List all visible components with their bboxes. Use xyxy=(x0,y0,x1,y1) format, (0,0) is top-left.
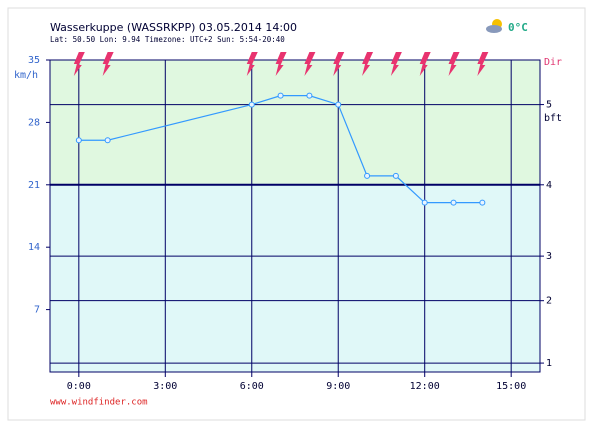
y-tick-label: 7 xyxy=(34,305,40,316)
x-tick-label: 0:00 xyxy=(67,381,91,392)
direction-label: Dir xyxy=(544,57,562,68)
direction-arrow xyxy=(275,52,287,76)
wind-point xyxy=(306,92,313,99)
y2-axis-label: bft xyxy=(544,113,562,124)
direction-arrow xyxy=(246,52,258,76)
y2-tick-label: 5 xyxy=(546,100,552,111)
y-axis-label: km/h xyxy=(14,70,38,81)
wind-point xyxy=(277,92,284,99)
footer: www.windfinder.com xyxy=(50,398,148,408)
x-tick-label: 12:00 xyxy=(410,381,440,392)
y-tick-label: 14 xyxy=(28,242,40,253)
wind-point xyxy=(364,172,371,179)
wind-point xyxy=(75,137,82,144)
wind-point xyxy=(479,199,486,206)
wind-point xyxy=(104,137,111,144)
wind-point xyxy=(450,199,457,206)
direction-arrow xyxy=(477,52,489,76)
x-tick-label: 6:00 xyxy=(240,381,264,392)
y2-tick-label: 2 xyxy=(546,296,552,307)
y-tick-label: 35 xyxy=(28,55,40,66)
wind-point xyxy=(421,199,428,206)
plot-frame xyxy=(49,59,541,373)
zone-strong xyxy=(50,60,540,185)
wind-point xyxy=(392,172,399,179)
direction-arrow xyxy=(419,52,431,76)
direction-arrow xyxy=(448,52,460,76)
chart-title: Wasserkuppe (WASSRKPP) 03.05.2014 14:00 xyxy=(50,21,297,34)
zone-light xyxy=(50,184,540,372)
direction-arrow xyxy=(333,52,345,76)
weather-icon xyxy=(486,19,502,33)
direction-arrow xyxy=(304,52,316,76)
y2-tick-label: 3 xyxy=(546,251,552,262)
direction-arrow xyxy=(362,52,374,76)
x-tick-label: 3:00 xyxy=(153,381,177,392)
x-tick-label: 9:00 xyxy=(326,381,350,392)
direction-arrow xyxy=(390,52,402,76)
y-tick-label: 21 xyxy=(28,180,40,191)
direction-arrow xyxy=(102,52,114,76)
wind-point xyxy=(248,101,255,108)
y-tick-label: 28 xyxy=(28,117,40,128)
x-tick-label: 15:00 xyxy=(496,381,526,392)
temperature: 0°C xyxy=(508,21,528,34)
y2-tick-label: 1 xyxy=(546,358,552,369)
chart-subtitle: Lat: 50.50 Lon: 9.94 Timezone: UTC+2 Sun… xyxy=(50,35,285,44)
y2-tick-label: 4 xyxy=(546,180,552,191)
wind-point xyxy=(335,101,342,108)
direction-arrow xyxy=(73,52,85,76)
